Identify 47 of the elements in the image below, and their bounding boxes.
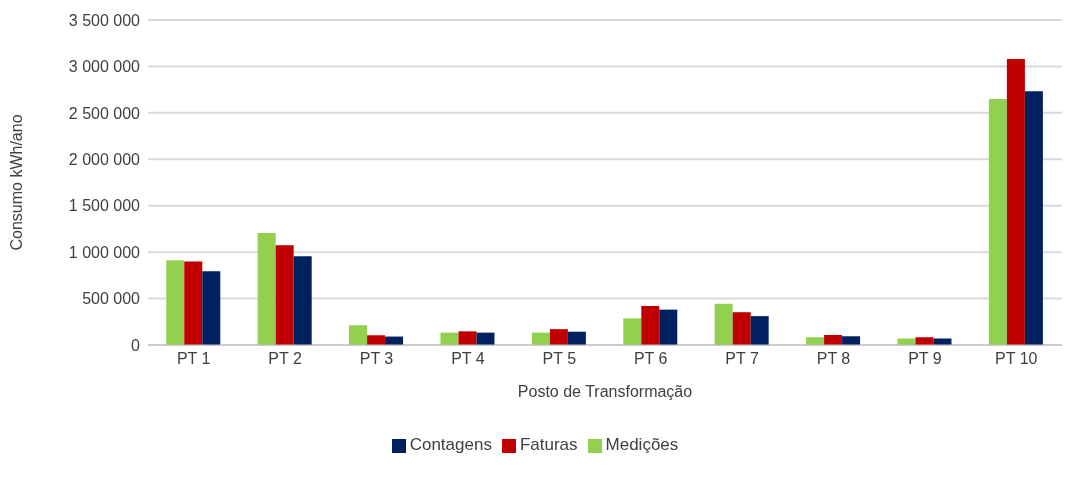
y-tick-label: 2 000 000 (68, 150, 141, 168)
y-tick-label: 0 (131, 336, 141, 354)
bar (166, 260, 185, 345)
bar (257, 233, 276, 345)
x-tick-label: PT 4 (451, 350, 485, 368)
bar (915, 337, 934, 345)
bar (1006, 59, 1025, 345)
bar (659, 309, 678, 345)
bar (275, 245, 294, 345)
bar (184, 261, 203, 345)
bar (367, 335, 386, 345)
y-tick-label: 3 500 000 (68, 11, 141, 29)
y-tick-label: 2 500 000 (68, 104, 141, 122)
bar (641, 306, 660, 345)
y-tick-label: 1 000 000 (68, 243, 141, 261)
bar (806, 337, 825, 345)
bar (202, 271, 221, 345)
y-tick-label: 1 500 000 (68, 197, 141, 215)
bar (842, 336, 861, 345)
y-axis-title: Consumo kWh/ano (7, 114, 25, 251)
bar (714, 303, 733, 345)
bar (623, 318, 642, 345)
x-tick-label: PT 8 (816, 350, 851, 368)
bar (750, 316, 769, 345)
x-tick-label: PT 6 (633, 350, 668, 368)
y-tick-label: 500 000 (82, 290, 141, 308)
legend-label: Faturas (519, 435, 578, 454)
x-tick-label: PT 7 (725, 350, 759, 368)
bar (349, 325, 368, 345)
bar (458, 331, 477, 345)
x-tick-label: PT 10 (995, 350, 1038, 368)
bar (549, 329, 568, 345)
legend-label: Contagens (409, 435, 492, 454)
bar (824, 334, 843, 345)
bar (732, 312, 751, 345)
x-tick-label: PT 9 (908, 350, 942, 368)
legend-label: Medições (605, 435, 679, 454)
x-tick-label: PT 2 (268, 350, 302, 368)
bar (293, 256, 312, 345)
bar (1024, 91, 1043, 345)
bar (567, 331, 586, 345)
bar (988, 99, 1007, 345)
x-tick-label: PT 5 (542, 350, 577, 368)
x-tick-label: PT 3 (359, 350, 394, 368)
x-tick-label: PT 1 (176, 350, 211, 368)
x-axis-title: Posto de Transformação (517, 383, 693, 400)
y-tick-label: 3 000 000 (68, 58, 141, 76)
